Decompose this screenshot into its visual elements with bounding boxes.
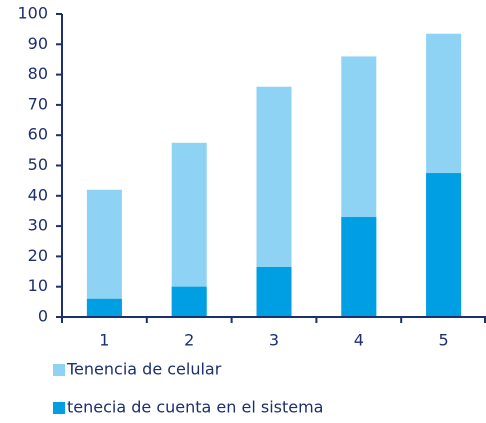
y-tick-label: 40 <box>28 185 48 204</box>
y-tick-label: 70 <box>28 94 48 113</box>
x-tick-label: 4 <box>354 331 364 350</box>
legend-label: Tenencia de celular <box>66 360 222 379</box>
y-tick-label: 80 <box>28 64 48 83</box>
x-tick-label: 3 <box>269 331 279 350</box>
x-tick-label: 2 <box>184 331 194 350</box>
bar <box>256 267 292 317</box>
legend-swatch <box>53 402 65 414</box>
y-tick-label: 100 <box>17 4 48 23</box>
bar <box>171 286 207 317</box>
bar <box>341 217 377 317</box>
y-tick-label: 60 <box>28 125 48 144</box>
x-tick-label: 1 <box>99 331 109 350</box>
y-tick-label: 50 <box>28 155 48 174</box>
x-tick-label: 5 <box>439 331 449 350</box>
y-tick-label: 90 <box>28 34 48 53</box>
legend-swatch <box>53 364 65 376</box>
y-tick-label: 0 <box>38 307 48 326</box>
legend-label: tenecia de cuenta en el sistema <box>67 398 323 417</box>
y-tick-label: 20 <box>28 246 48 265</box>
bar <box>86 298 122 317</box>
bar <box>86 189 122 317</box>
y-tick-label: 10 <box>28 276 48 295</box>
y-tick-label: 30 <box>28 216 48 235</box>
bar <box>426 173 462 317</box>
